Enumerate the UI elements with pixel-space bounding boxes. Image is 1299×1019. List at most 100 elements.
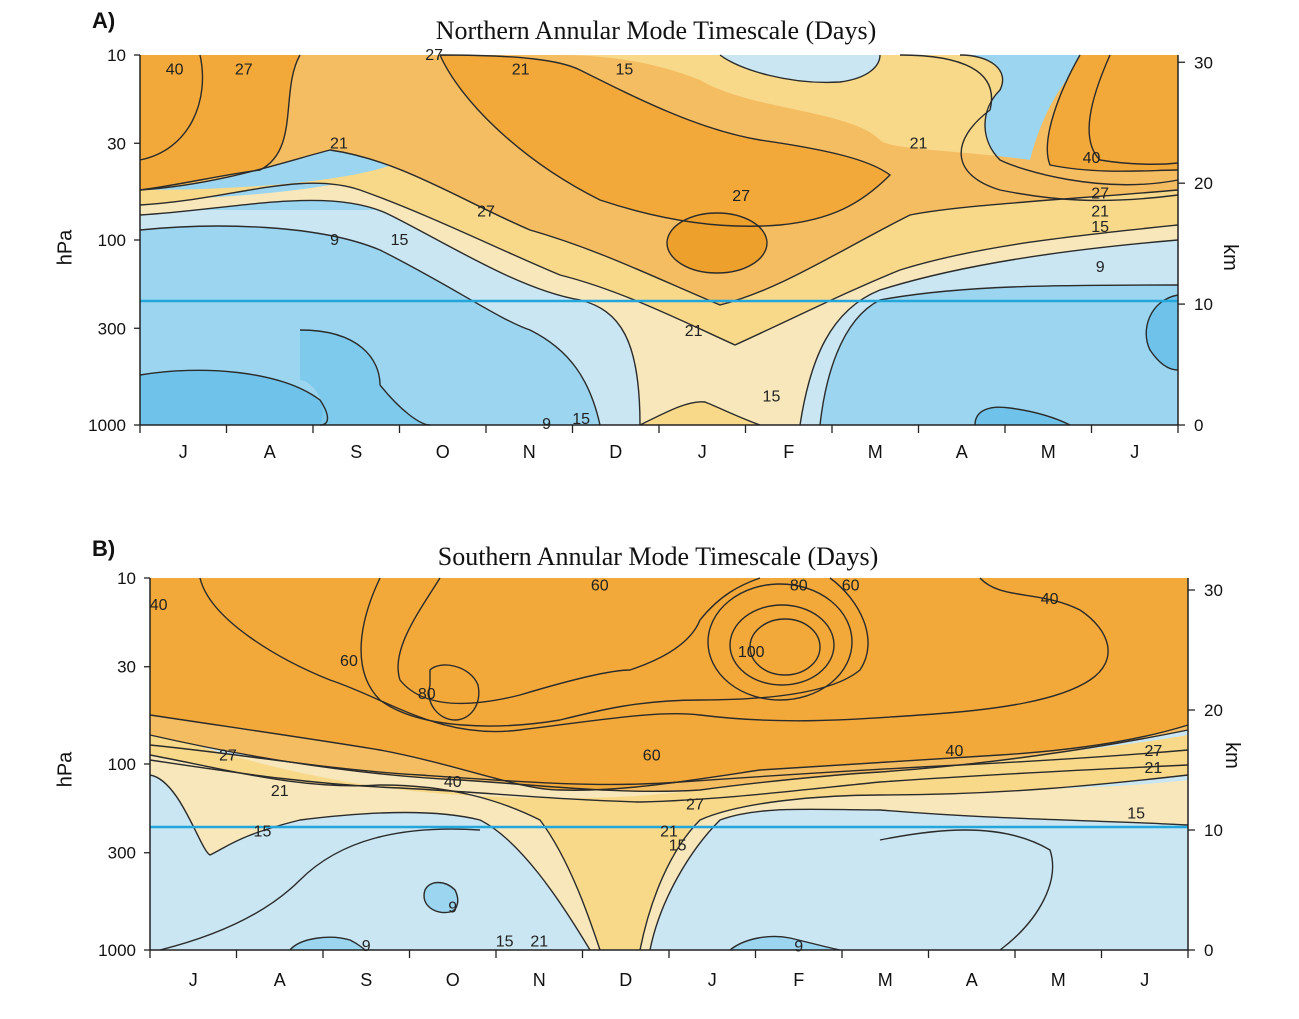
- contour-label: 15: [763, 388, 781, 405]
- contour-label: 15: [1091, 219, 1109, 236]
- x-tick-label: O: [446, 970, 460, 990]
- x-tick-label: D: [619, 970, 632, 990]
- contour-label: 40: [1083, 150, 1101, 167]
- contour-label: 15: [496, 933, 514, 950]
- region-deep-blue-blob: [424, 882, 458, 913]
- y2-tick-label: 10: [1194, 295, 1213, 314]
- x-tick-label: N: [523, 442, 536, 462]
- contour-label: 27: [477, 203, 495, 220]
- region-above-40: [150, 578, 1188, 791]
- contour-label: 9: [542, 416, 551, 433]
- x-tick-label: M: [1041, 442, 1056, 462]
- contour-label: 15: [572, 411, 590, 428]
- contour-label: 21: [910, 135, 928, 152]
- contour-label: 60: [643, 747, 661, 764]
- panel-a: A) Northern Annular Mode Timescale (Days…: [0, 0, 1299, 480]
- x-tick-label: J: [1140, 970, 1149, 990]
- contour-label: 21: [330, 135, 348, 152]
- x-tick-label: A: [956, 442, 968, 462]
- y-tick-label: 300: [98, 319, 126, 338]
- contour-label: 15: [254, 823, 272, 840]
- x-tick-label: F: [793, 970, 804, 990]
- x-tick-label: J: [708, 970, 717, 990]
- region-cream-bottom: [640, 401, 760, 425]
- contour-label: 80: [790, 578, 808, 595]
- region-deep-blue-right: [1146, 295, 1178, 370]
- region-above-27: [140, 55, 300, 190]
- contour-label: 40: [444, 774, 462, 791]
- x-tick-label: A: [274, 970, 286, 990]
- y-tick-label: 30: [117, 658, 136, 677]
- x-tick-label: J: [698, 442, 707, 462]
- x-tick-label: O: [436, 442, 450, 462]
- region-deep-blue-mid: [300, 330, 430, 425]
- contour-label: 9: [1096, 259, 1105, 276]
- region-21-27: [150, 730, 1188, 950]
- x-tick-label: M: [868, 442, 883, 462]
- contour-label: 40: [166, 62, 184, 79]
- y2-tick-label: 10: [1204, 821, 1223, 840]
- x-tick-label: D: [609, 442, 622, 462]
- contour-label: 9: [794, 939, 803, 956]
- y2-tick-label: 20: [1204, 701, 1223, 720]
- x-tick-label: J: [189, 970, 198, 990]
- contour-label: 9: [362, 938, 371, 955]
- y-tick-label: 30: [107, 134, 126, 153]
- contour-label: 40: [150, 597, 168, 614]
- contour-label: 21: [685, 323, 703, 340]
- y-tick-label: 100: [98, 231, 126, 250]
- contour-lines: [139, 54, 1179, 426]
- contour-label: 15: [391, 232, 409, 249]
- contour-label: 9: [448, 899, 457, 916]
- y2-tick-label: 0: [1194, 416, 1203, 435]
- chart-title: Southern Annular Mode Timescale (Days): [437, 542, 879, 571]
- contour-label: 27: [235, 62, 253, 79]
- y2-tick-label: 20: [1194, 174, 1213, 193]
- x-tick-label: A: [264, 442, 276, 462]
- contour-label: 9: [330, 232, 339, 249]
- y2-tick-label: 30: [1204, 581, 1223, 600]
- contour-label: 15: [669, 838, 687, 855]
- x-tick-label: S: [350, 442, 362, 462]
- region-above-40-center: [667, 213, 767, 273]
- contour-label: 80: [418, 686, 436, 703]
- contour-label: 21: [1091, 203, 1109, 220]
- x-tick-label: J: [1130, 442, 1139, 462]
- contour-label: 15: [616, 62, 634, 79]
- contour-label: 27: [219, 747, 237, 764]
- x-tick-label: M: [1051, 970, 1066, 990]
- contour-label: 27: [1145, 743, 1163, 760]
- y-tick-label: 1000: [88, 416, 126, 435]
- y2-tick-label: 0: [1204, 941, 1213, 960]
- x-tick-label: A: [966, 970, 978, 990]
- y-tick-label: 10: [107, 46, 126, 65]
- region-deep-blue-bottom-right: [975, 407, 1070, 425]
- x-tick-label: S: [360, 970, 372, 990]
- region-deep-blue-bottom: [730, 936, 840, 950]
- y-tick-label: 100: [108, 755, 136, 774]
- contour-label: 27: [686, 796, 704, 813]
- contour-label: 21: [271, 783, 289, 800]
- region-above-27-right: [1047, 55, 1178, 172]
- region-light-blue-top: [720, 55, 880, 83]
- contour-label: 60: [340, 653, 358, 670]
- contour-label: 100: [738, 644, 765, 661]
- region-deep-blue-left: [140, 370, 328, 425]
- panel-letter: A): [92, 8, 116, 33]
- x-tick-label: F: [783, 442, 794, 462]
- filled-regions: [140, 55, 1178, 425]
- contour-label: 40: [1041, 591, 1059, 608]
- x-tick-label: J: [179, 442, 188, 462]
- contour-label: 21: [1145, 760, 1163, 777]
- chart-title: Northern Annular Mode Timescale (Days): [435, 16, 877, 45]
- contour-label: 21: [512, 62, 530, 79]
- contour-label: 27: [1091, 185, 1109, 202]
- y-tick-label: 300: [108, 844, 136, 863]
- contour-label: 27: [732, 188, 750, 205]
- contour-label: 60: [591, 578, 609, 595]
- contour-label: 60: [842, 578, 860, 595]
